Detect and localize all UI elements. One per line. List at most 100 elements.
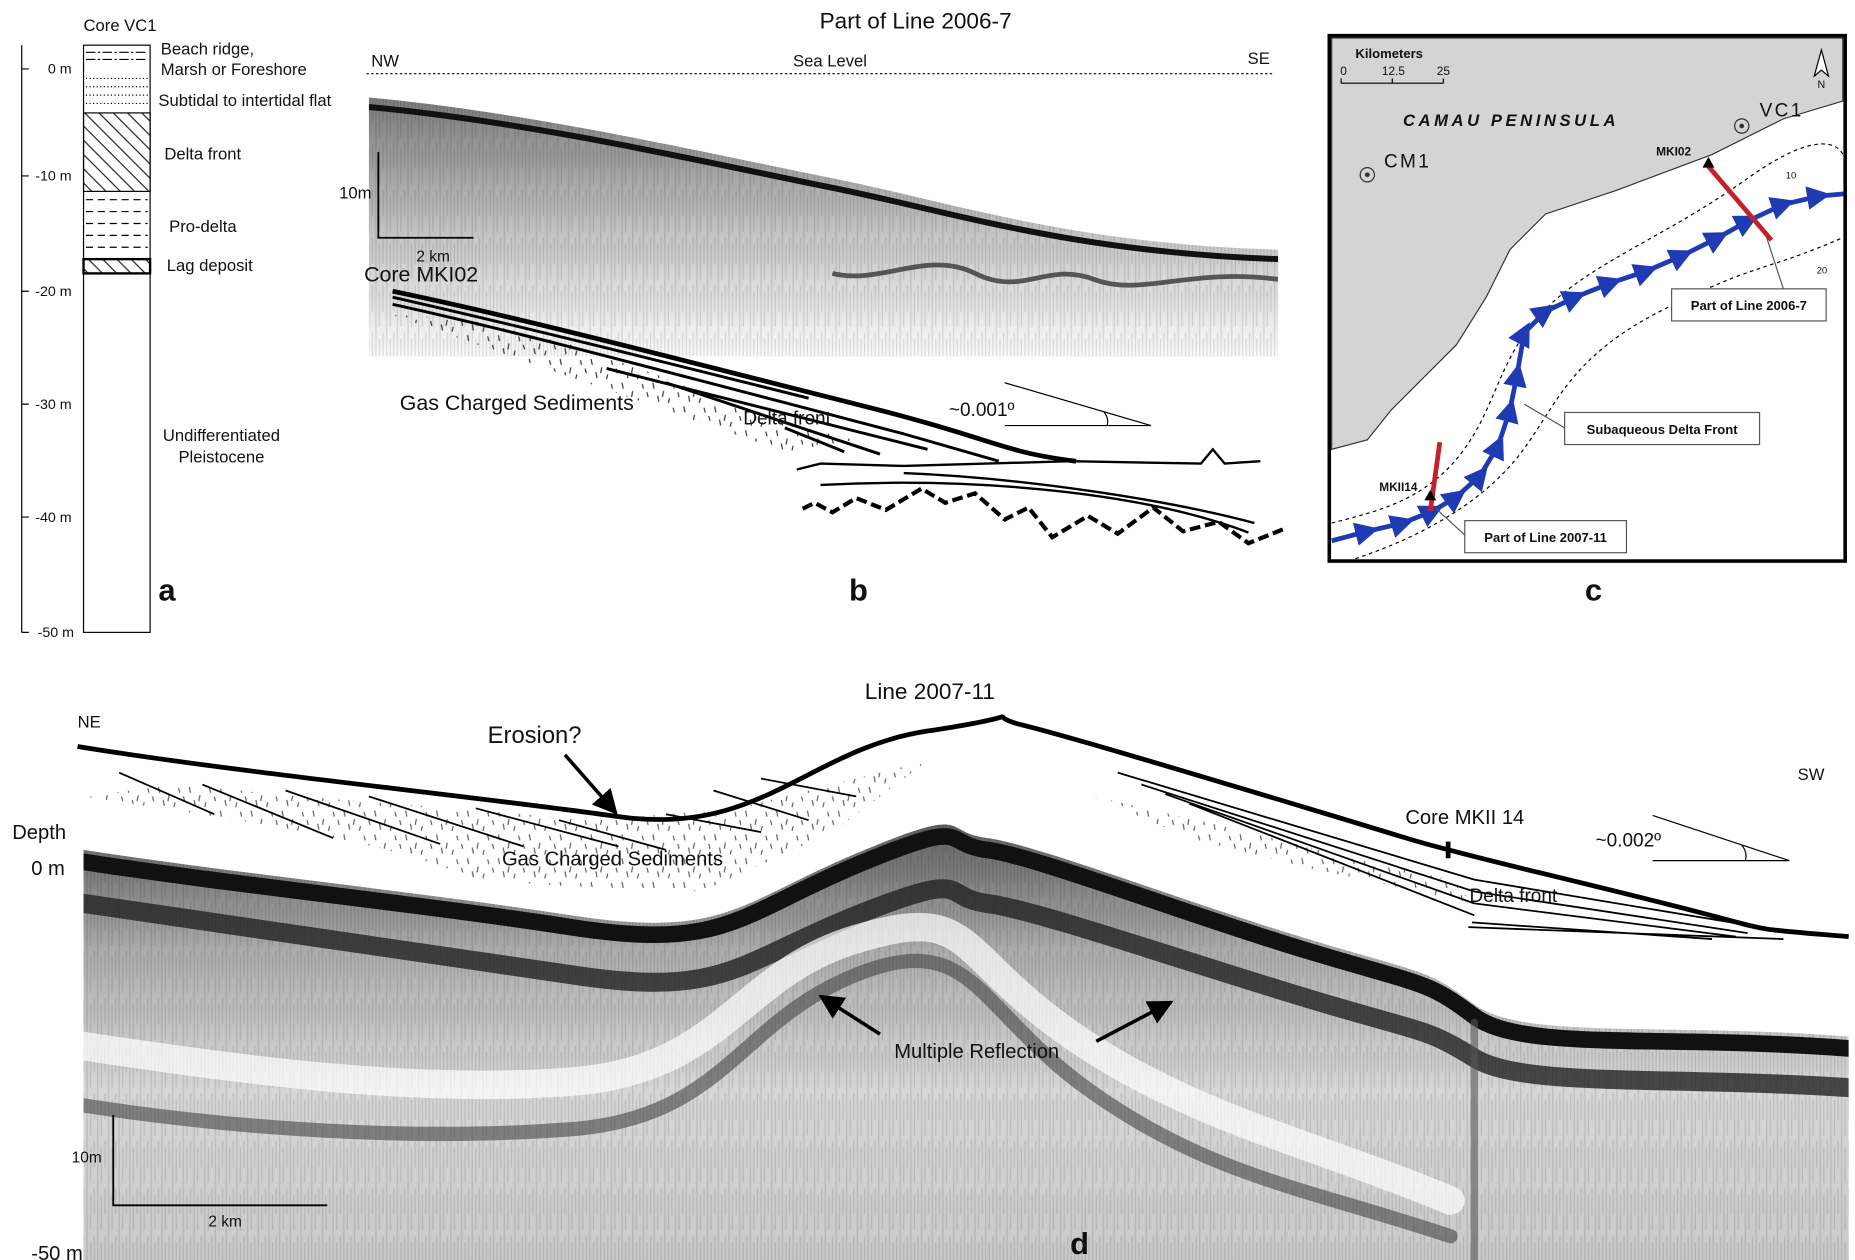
callout-label: Subaqueous Delta Front [1587, 422, 1739, 437]
scale-label: 10m [339, 184, 371, 203]
callout-leader [1435, 237, 1784, 536]
panel-b: Part of Line 2006-7 NW Sea Level SE 10m … [339, 9, 1285, 607]
callout-box [1564, 411, 1761, 446]
map-scale [1340, 78, 1444, 84]
delta-label: Delta front [743, 408, 831, 429]
seismic-profile [368, 97, 1279, 357]
callout-label: Part of Line 2006-7 [1691, 298, 1807, 313]
arrow [818, 994, 881, 1036]
callout-box [1464, 520, 1628, 554]
panel-title: Line 2007-11 [865, 679, 995, 704]
scale-title: Kilometers [1355, 46, 1423, 61]
scale-bar [377, 152, 474, 239]
panel-label: c [1585, 572, 1602, 607]
erosion-label: Erosion? [488, 722, 582, 749]
site-label: MKII14 [1379, 480, 1418, 494]
contour-label: 20 [1817, 265, 1828, 276]
panel-label: a [158, 572, 176, 607]
unit-label: Marsh or Foreshore [161, 60, 307, 79]
core-label: Core MKI02 [364, 263, 478, 287]
core-title: Core VC1 [84, 16, 157, 35]
panel-label: d [1070, 1226, 1089, 1260]
site-label: CM1 [1384, 152, 1431, 173]
map-frame [1327, 33, 1847, 563]
depth-label: 0 m [48, 62, 72, 78]
basement-reflector [801, 486, 1285, 546]
scale-label: 2 km [416, 249, 449, 266]
arrow [1095, 1000, 1174, 1043]
seafloor-line [392, 288, 1077, 464]
slope-label: ~0.001º [949, 400, 1015, 421]
depth-label: -10 m [35, 169, 71, 185]
beach-unit [85, 51, 148, 61]
site-label: VC1 [1760, 100, 1804, 121]
site-marker [1359, 167, 1376, 183]
scale-label: 2 km [208, 1214, 241, 1231]
clinoforms [392, 295, 1000, 463]
north-arrow [1813, 47, 1830, 78]
lag-unit [82, 257, 152, 275]
site-marker [1739, 123, 1745, 129]
depth-label: -20 m [35, 284, 71, 300]
unit-label: Undifferentiated [163, 426, 280, 445]
scale-tick: 12.5 [1382, 64, 1406, 78]
depth-ticks [21, 68, 29, 633]
delta-unit [82, 112, 151, 192]
gas-zone [392, 315, 857, 452]
gas-label: Gas Charged Sediments [502, 848, 723, 870]
depth-label: 0 m [31, 858, 65, 880]
scale-tick: 0 [1340, 64, 1347, 78]
depth-label: -40 m [35, 510, 71, 526]
gas-zone [83, 760, 928, 892]
slope-arc [1102, 410, 1109, 426]
site-label: MKI02 [1656, 145, 1691, 159]
callout-label: Part of Line 2007-11 [1484, 530, 1607, 545]
survey-line [1706, 164, 1774, 242]
panel-a: Core VC1 0 m -10 m -20 m -30 m -40 m -50… [21, 16, 332, 641]
depth-label: -50 m [38, 625, 74, 641]
delta-label: Delta front [1470, 886, 1558, 907]
panel-title: Part of Line 2006-7 [820, 9, 1012, 34]
unit-label: Subtidal to intertidal flat [158, 91, 331, 110]
reflectors [796, 447, 1261, 534]
scale-bar [112, 1114, 328, 1207]
panel-label: b [849, 572, 868, 607]
direction: NW [371, 52, 399, 71]
depth-label: -50 m [31, 1243, 83, 1260]
north-label: N [1818, 79, 1826, 91]
core-label: Core MKII 14 [1405, 807, 1524, 829]
slope-label: ~0.002º [1596, 830, 1662, 851]
depth-label: -30 m [35, 397, 71, 413]
slope-triangle [1652, 814, 1790, 862]
panel-d: Line 2007-11 NE SW Depth 0 m -50 m 10m 2… [12, 679, 1849, 1260]
unit-label: Lag deposit [167, 256, 253, 275]
callout-box [1671, 288, 1827, 322]
scale-tick: 25 [1437, 64, 1451, 78]
direction: NE [78, 712, 101, 731]
slope-arc [1741, 844, 1747, 861]
direction: SE [1248, 49, 1270, 68]
core-site [1424, 489, 1437, 501]
prodelta-unit [85, 199, 148, 248]
seafloor-line [77, 714, 1849, 940]
clinoforms [118, 771, 1784, 940]
site-marker [1364, 172, 1370, 178]
arrow [563, 753, 618, 815]
unit-label: Pleistocene [178, 447, 264, 466]
core-site [1702, 156, 1715, 168]
gas-zone [1093, 796, 1475, 904]
site-marker [1734, 118, 1750, 134]
panel-c: 10 20 MKI02 MKII14 VC1 CM1 CAMAU PENINSU… [1327, 33, 1847, 607]
region-label: CAMAU PENINSULA [1403, 111, 1619, 130]
sea-level: Sea Level [793, 52, 867, 71]
depth-title: Depth [12, 822, 66, 844]
unit-label: Beach ridge, [161, 40, 254, 59]
slope-triangle [1004, 382, 1152, 427]
unit-label: Delta front [164, 144, 241, 163]
gas-label: Gas Charged Sediments [400, 391, 634, 415]
multiple-label: Multiple Reflection [894, 1041, 1059, 1063]
scale-label: 10m [72, 1150, 102, 1167]
unit-label: Pro-delta [169, 217, 237, 236]
direction: SW [1798, 765, 1825, 784]
